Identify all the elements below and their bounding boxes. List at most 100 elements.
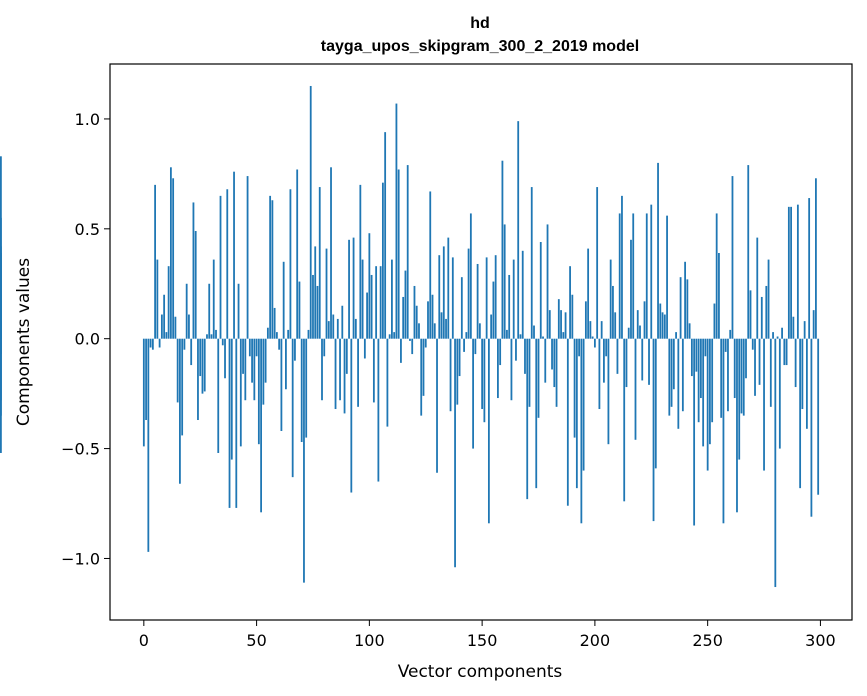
bar bbox=[203, 338, 206, 392]
bar bbox=[639, 325, 641, 339]
bar bbox=[314, 246, 317, 339]
bar bbox=[239, 338, 242, 447]
bar bbox=[643, 301, 646, 339]
bar bbox=[778, 338, 781, 449]
bar bbox=[781, 327, 783, 339]
bar bbox=[564, 312, 567, 339]
bar bbox=[226, 189, 229, 339]
bar bbox=[264, 338, 267, 383]
bar bbox=[546, 224, 549, 339]
bar bbox=[357, 338, 359, 407]
bar bbox=[600, 321, 603, 339]
bar bbox=[354, 318, 357, 339]
bar bbox=[657, 162, 659, 339]
x-tick-label: 200 bbox=[580, 631, 611, 650]
bar bbox=[533, 325, 535, 339]
bar bbox=[693, 338, 696, 526]
bar bbox=[447, 237, 450, 339]
y-tick-label: 0.5 bbox=[75, 220, 100, 239]
bar bbox=[609, 259, 612, 339]
bar bbox=[810, 338, 813, 517]
bar bbox=[560, 310, 562, 339]
x-tick-label: 0 bbox=[139, 631, 149, 650]
bar bbox=[544, 338, 547, 383]
bar bbox=[492, 281, 495, 339]
bar bbox=[176, 338, 179, 403]
bar bbox=[388, 334, 391, 339]
bar bbox=[185, 283, 188, 339]
bar bbox=[524, 338, 526, 374]
bar bbox=[323, 338, 326, 357]
bar bbox=[625, 338, 628, 388]
bar bbox=[729, 329, 732, 339]
bar bbox=[776, 336, 779, 339]
bar bbox=[379, 266, 382, 339]
bar bbox=[679, 277, 682, 339]
bar bbox=[688, 323, 691, 339]
bar bbox=[368, 233, 371, 339]
bar bbox=[192, 202, 195, 339]
bar bbox=[675, 332, 677, 339]
bar bbox=[0, 156, 2, 339]
bar bbox=[573, 338, 576, 438]
bar bbox=[539, 242, 542, 339]
bar bbox=[472, 338, 474, 449]
bar bbox=[584, 301, 587, 339]
bar bbox=[181, 338, 184, 436]
bar bbox=[174, 316, 177, 339]
bar bbox=[593, 338, 596, 348]
bar bbox=[325, 248, 328, 339]
bar bbox=[607, 338, 610, 445]
bar bbox=[747, 165, 750, 339]
bar bbox=[569, 266, 571, 339]
bar bbox=[487, 338, 490, 524]
bar bbox=[724, 338, 727, 352]
bar bbox=[614, 312, 617, 339]
bar bbox=[591, 336, 594, 339]
bar bbox=[343, 338, 346, 414]
bar bbox=[420, 338, 423, 416]
bar bbox=[366, 292, 368, 339]
bar bbox=[386, 338, 389, 427]
bar bbox=[537, 338, 540, 418]
bar bbox=[587, 248, 590, 339]
bar bbox=[228, 338, 231, 508]
bar bbox=[332, 314, 335, 339]
bar bbox=[199, 338, 202, 377]
bar bbox=[670, 338, 673, 407]
bar bbox=[248, 338, 251, 357]
bar bbox=[404, 270, 407, 339]
bar bbox=[756, 237, 759, 339]
bar bbox=[621, 195, 623, 339]
bar bbox=[271, 200, 274, 339]
bar bbox=[179, 338, 181, 484]
bar bbox=[260, 338, 262, 513]
bar bbox=[659, 303, 662, 339]
bar bbox=[309, 85, 312, 339]
bar bbox=[718, 253, 720, 339]
bar bbox=[636, 310, 639, 339]
x-tick-label: 150 bbox=[467, 631, 498, 650]
bar bbox=[796, 204, 799, 339]
bar bbox=[269, 195, 272, 339]
bar bbox=[400, 338, 402, 363]
bar bbox=[711, 338, 714, 423]
y-tick-label: 0.0 bbox=[75, 330, 100, 349]
bar bbox=[553, 338, 556, 388]
bar bbox=[330, 167, 332, 339]
bar bbox=[233, 171, 235, 339]
bar bbox=[641, 338, 644, 381]
bar bbox=[684, 261, 686, 339]
y-tick-label: −1.0 bbox=[61, 549, 100, 568]
bar bbox=[206, 334, 208, 339]
bar bbox=[668, 338, 671, 416]
bar bbox=[287, 329, 290, 339]
bar bbox=[733, 338, 736, 399]
bar bbox=[151, 338, 154, 350]
bars-group bbox=[0, 85, 820, 588]
bar bbox=[690, 338, 693, 377]
bar bbox=[190, 338, 193, 366]
bar bbox=[720, 338, 723, 418]
bar bbox=[255, 338, 258, 357]
bar bbox=[787, 206, 790, 339]
